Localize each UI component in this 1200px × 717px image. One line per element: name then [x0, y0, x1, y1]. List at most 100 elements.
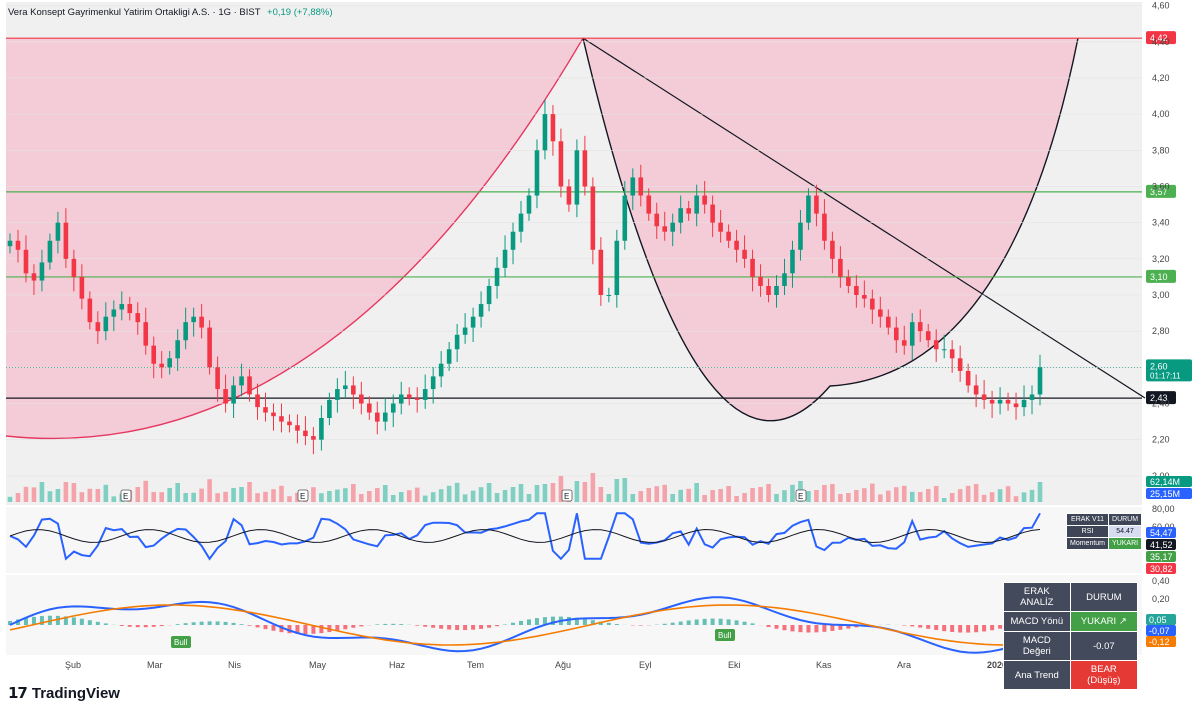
- candle-body: [311, 436, 316, 440]
- candle-body: [623, 196, 628, 241]
- macd-histogram-bar: [519, 621, 523, 625]
- candle-body: [910, 322, 915, 346]
- candle-body: [670, 223, 675, 232]
- price-tick-label: 4,40: [1152, 37, 1170, 47]
- bull-signal-label: Bull: [718, 631, 732, 640]
- volume-bar: [351, 484, 356, 502]
- candle-body: [575, 150, 580, 204]
- candle-body: [567, 186, 572, 204]
- macd-histogram-bar: [607, 623, 611, 625]
- macd-histogram-bar: [790, 625, 794, 631]
- macd-histogram-bar: [88, 620, 92, 625]
- volume-bar: [926, 489, 931, 502]
- volume-bar: [894, 487, 899, 502]
- candle-body: [104, 317, 109, 331]
- candle-body: [814, 196, 819, 214]
- macd-histogram-bar: [351, 625, 355, 628]
- macd-histogram-bar: [958, 625, 962, 632]
- candle-body: [72, 259, 77, 277]
- macd-histogram-bar: [184, 623, 188, 625]
- macd-histogram-bar: [822, 625, 826, 632]
- volume-bar: [104, 485, 109, 502]
- macd-histogram-bar: [359, 625, 363, 626]
- candle-body: [167, 358, 172, 367]
- candle-body: [710, 205, 715, 223]
- macd-histogram-bar: [240, 624, 244, 625]
- macd-histogram-bar: [926, 625, 930, 629]
- indicator-mini-table: ERAK V11 DURUM RSI 54.47 Momentum YUKARI: [1066, 513, 1142, 550]
- candle-body: [319, 418, 324, 440]
- candle-body: [191, 317, 196, 322]
- volume-bar: [846, 493, 851, 502]
- volume-bar: [8, 497, 13, 502]
- candle-body: [654, 214, 659, 227]
- volume-bar: [175, 483, 180, 502]
- candle-body: [303, 431, 308, 436]
- volume-bar: [830, 484, 835, 502]
- analysis-macd-value-value: -0.07: [1070, 632, 1137, 661]
- macd-histogram-bar: [375, 624, 379, 625]
- macd-histogram-bar: [56, 616, 60, 625]
- macd-histogram-bar: [615, 624, 619, 625]
- candle-body: [495, 268, 500, 286]
- volume-bar: [399, 492, 404, 502]
- candle-body: [822, 214, 827, 241]
- macd-histogram-bar: [391, 624, 395, 625]
- candle-body: [535, 150, 540, 195]
- macd-histogram-bar: [495, 625, 499, 626]
- macd-histogram-bar: [136, 625, 140, 627]
- volume-bar: [575, 481, 580, 502]
- macd-histogram-bar: [990, 625, 994, 630]
- tradingview-logo[interactable]: 𝟭𝟳 TradingView: [8, 684, 120, 702]
- analysis-trend-key: Ana Trend: [1004, 661, 1071, 690]
- volume-bar: [375, 488, 380, 502]
- macd-histogram-bar: [830, 625, 834, 631]
- rsi-badge-label: 30,82: [1150, 564, 1173, 574]
- candle-body: [263, 407, 268, 412]
- volume-bar: [543, 484, 548, 502]
- volume-bar: [231, 488, 236, 502]
- time-axis-label: Mar: [147, 660, 163, 670]
- candle-body: [702, 196, 707, 205]
- macd-histogram-bar: [303, 625, 307, 634]
- rsi-badge-label: 35,17: [1150, 552, 1173, 562]
- macd-histogram-bar: [798, 625, 802, 632]
- volume-bar: [654, 486, 659, 502]
- volume-bar: [694, 483, 699, 502]
- candle-body: [399, 394, 404, 403]
- candle-body: [271, 413, 276, 417]
- volume-bar: [80, 492, 85, 502]
- candle-body: [607, 295, 612, 296]
- volume-bar: [782, 490, 787, 502]
- candle-body: [599, 250, 604, 295]
- macd-histogram-bar: [264, 625, 268, 629]
- tradingview-mark-icon: 𝟭𝟳: [8, 684, 27, 702]
- price-tick-label: 4,00: [1152, 109, 1170, 119]
- volume-bar: [774, 494, 779, 502]
- candle-body: [487, 286, 492, 304]
- candle-body: [239, 376, 244, 385]
- candle-body: [463, 328, 468, 335]
- price-tick-label: 3,60: [1152, 181, 1170, 191]
- candle-body: [159, 364, 164, 368]
- macd-histogram-bar: [782, 625, 786, 630]
- candle-body: [135, 313, 140, 322]
- volume-bar: [1030, 490, 1035, 502]
- volume-bar: [958, 489, 963, 502]
- macd-histogram-bar: [639, 625, 643, 626]
- candle-body: [830, 241, 835, 259]
- candle-body: [24, 250, 29, 274]
- volume-bar: [487, 483, 492, 502]
- candle-body: [327, 400, 332, 418]
- macd-histogram-bar: [120, 625, 124, 626]
- volume-bar: [183, 493, 188, 502]
- volume-bar: [359, 494, 364, 502]
- rsi-badge-label: 41,52: [1150, 540, 1173, 550]
- volume-bar: [215, 493, 220, 502]
- candle-body: [175, 340, 180, 358]
- time-axis-label: Nis: [228, 660, 241, 670]
- rsi-axis-label: 80,00: [1152, 504, 1175, 514]
- volume-bar: [982, 495, 987, 502]
- volume-label: 25,15M: [1150, 489, 1180, 499]
- macd-histogram-bar: [248, 625, 252, 626]
